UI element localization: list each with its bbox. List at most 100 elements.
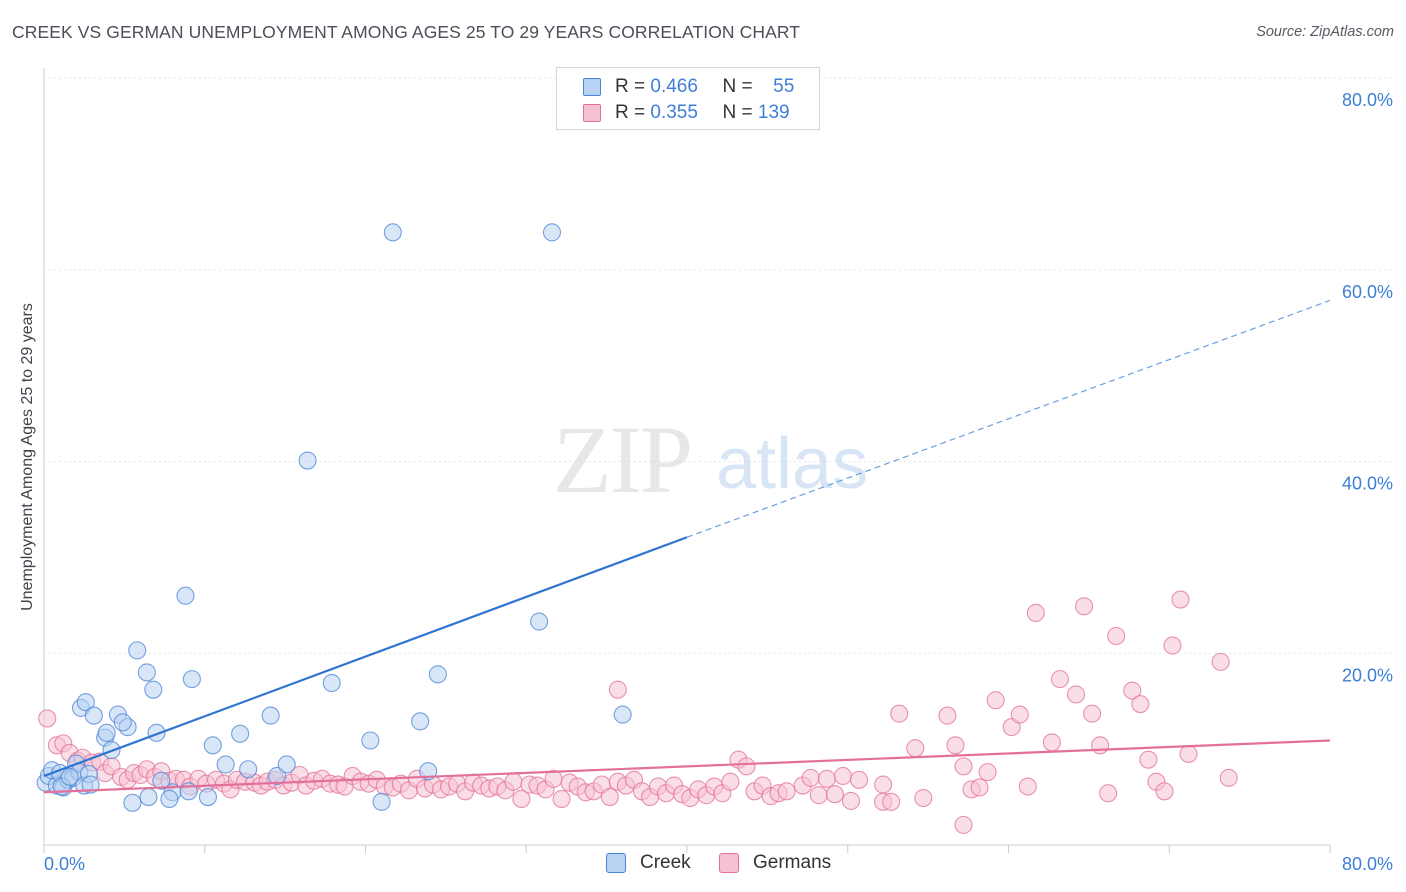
germans-point bbox=[600, 788, 619, 807]
germans-point bbox=[1131, 695, 1150, 714]
germans-point bbox=[849, 770, 869, 789]
creek-legend-label: Creek bbox=[640, 852, 691, 873]
germans-r-label: R = bbox=[615, 102, 646, 123]
source-label: Source: ZipAtlas.com bbox=[1256, 24, 1394, 40]
germans-legend-swatch bbox=[719, 853, 739, 873]
germans-point bbox=[906, 739, 925, 758]
y-tick-label: 40.0% bbox=[1342, 474, 1393, 494]
germans-point bbox=[552, 789, 571, 809]
germans-point bbox=[914, 788, 933, 808]
germans-point bbox=[986, 691, 1005, 710]
creek-r-value: 0.466 bbox=[650, 76, 698, 97]
creek-point bbox=[160, 789, 179, 809]
creek-point bbox=[239, 760, 258, 779]
creek-point bbox=[428, 665, 447, 684]
creek-point bbox=[419, 762, 438, 781]
creek-point bbox=[383, 223, 402, 242]
creek-point bbox=[60, 767, 79, 786]
creek-point bbox=[113, 713, 132, 732]
germans-point bbox=[1211, 652, 1230, 671]
germans-point bbox=[1083, 704, 1102, 723]
watermark-atlas: atlas bbox=[716, 424, 868, 504]
creek-r-label: R = bbox=[615, 76, 646, 97]
germans-point bbox=[890, 704, 909, 723]
creek-trend-projection bbox=[686, 299, 1331, 538]
germans-point bbox=[841, 791, 861, 810]
y-tick-label: 20.0% bbox=[1342, 665, 1393, 685]
germans-point bbox=[504, 772, 523, 791]
germans-point bbox=[1179, 744, 1198, 763]
germans-point bbox=[1050, 670, 1069, 689]
creek-point bbox=[152, 771, 171, 790]
germans-point bbox=[801, 768, 820, 787]
creek-point bbox=[542, 223, 562, 242]
creek-point bbox=[203, 736, 222, 755]
creek-point bbox=[261, 706, 280, 725]
germans-trend-line bbox=[43, 739, 1331, 794]
creek-point bbox=[139, 788, 158, 807]
germans-point bbox=[970, 778, 989, 797]
germans-point bbox=[512, 789, 531, 809]
germans-point bbox=[1010, 705, 1029, 724]
germans-point bbox=[1018, 777, 1037, 796]
germans-point bbox=[1026, 603, 1045, 623]
creek-point bbox=[277, 755, 296, 774]
creek-point bbox=[198, 788, 218, 807]
creek-legend-swatch bbox=[606, 853, 626, 873]
germans-legend-label: Germans bbox=[753, 852, 832, 873]
creek-point bbox=[147, 723, 166, 742]
trend-lines bbox=[43, 299, 1331, 794]
creek-n-value: 55 bbox=[773, 76, 795, 97]
creek-point bbox=[176, 586, 195, 605]
creek-point bbox=[84, 706, 103, 725]
creek-n-label: N = bbox=[722, 76, 753, 97]
creek-point bbox=[216, 755, 235, 774]
germans-point bbox=[777, 782, 796, 801]
germans-point bbox=[1155, 782, 1174, 801]
data-points bbox=[36, 223, 1238, 834]
germans-point bbox=[38, 709, 57, 728]
germans-point bbox=[737, 757, 756, 776]
germans-r-value: 0.355 bbox=[650, 102, 698, 123]
germans-n-value: 139 bbox=[757, 102, 790, 123]
germans-point bbox=[1066, 685, 1086, 704]
creek-point bbox=[322, 673, 341, 693]
germans-swatch bbox=[583, 104, 601, 122]
germans-n-label: N = bbox=[722, 102, 753, 123]
germans-point bbox=[874, 775, 893, 794]
germans-point bbox=[1163, 636, 1182, 655]
gridlines bbox=[44, 77, 1395, 654]
creek-point bbox=[372, 792, 391, 811]
germans-point bbox=[817, 769, 836, 788]
germans-point bbox=[1219, 768, 1238, 787]
germans-point bbox=[833, 766, 852, 786]
creek-point bbox=[530, 612, 549, 631]
germans-point bbox=[954, 815, 973, 834]
creek-swatch bbox=[583, 78, 601, 96]
germans-point bbox=[978, 763, 997, 782]
germans-point bbox=[1139, 750, 1158, 769]
germans-point bbox=[608, 680, 627, 699]
creek-point bbox=[76, 693, 95, 712]
x-tick-label-max: 80.0% bbox=[1342, 854, 1393, 874]
watermark-zip: ZIP bbox=[553, 406, 691, 513]
creek-point bbox=[123, 793, 142, 812]
y-tick-label: 80.0% bbox=[1342, 90, 1393, 110]
y-tick-label: 60.0% bbox=[1342, 282, 1393, 302]
germans-point bbox=[882, 792, 901, 811]
chart-title: CREEK VS GERMAN UNEMPLOYMENT AMONG AGES … bbox=[12, 22, 801, 42]
creek-point bbox=[231, 724, 250, 743]
germans-point bbox=[1171, 590, 1190, 609]
germans-point bbox=[954, 757, 973, 776]
germans-point bbox=[1123, 681, 1142, 700]
creek-point bbox=[97, 723, 116, 742]
germans-point bbox=[938, 706, 957, 725]
creek-trend-line bbox=[43, 536, 688, 778]
creek-point bbox=[298, 451, 317, 470]
creek-point bbox=[144, 680, 163, 699]
germans-point bbox=[721, 772, 740, 791]
creek-point bbox=[361, 731, 380, 750]
germans-point bbox=[946, 736, 965, 755]
creek-point bbox=[411, 712, 430, 731]
